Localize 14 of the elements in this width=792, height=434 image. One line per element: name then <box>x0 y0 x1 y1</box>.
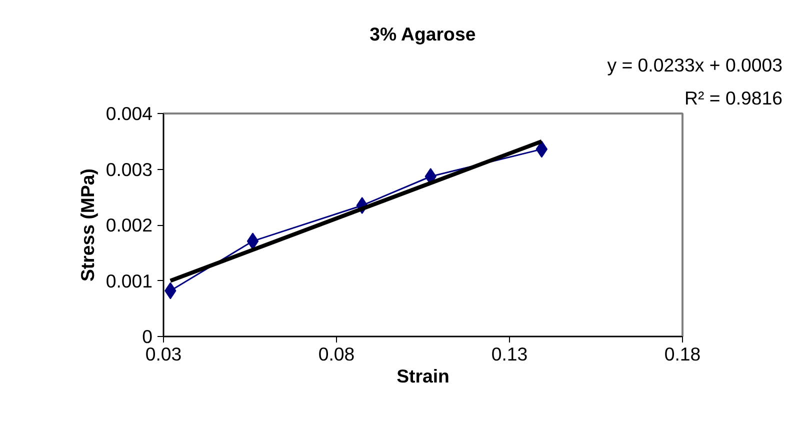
y-tick-label: 0.003 <box>106 158 152 180</box>
x-tick-label: 0.08 <box>318 344 355 364</box>
x-axis-title: Strain <box>396 366 450 386</box>
x-tick-label: 0.13 <box>491 344 528 364</box>
text: R² = 0.9816 <box>684 88 783 108</box>
y-tick-label: 0.001 <box>106 270 152 292</box>
x-tick-label: 0.18 <box>664 344 701 364</box>
y-tick-label: 0.002 <box>106 214 152 236</box>
point <box>536 140 548 158</box>
chart-title: 3% Agarose <box>370 24 476 44</box>
text: y = 0.0233x + 0.0003 <box>607 54 783 76</box>
y-tick-label: 0.004 <box>106 103 152 124</box>
y-axis-title: Stress (MPa) <box>76 168 98 282</box>
point <box>246 232 259 250</box>
